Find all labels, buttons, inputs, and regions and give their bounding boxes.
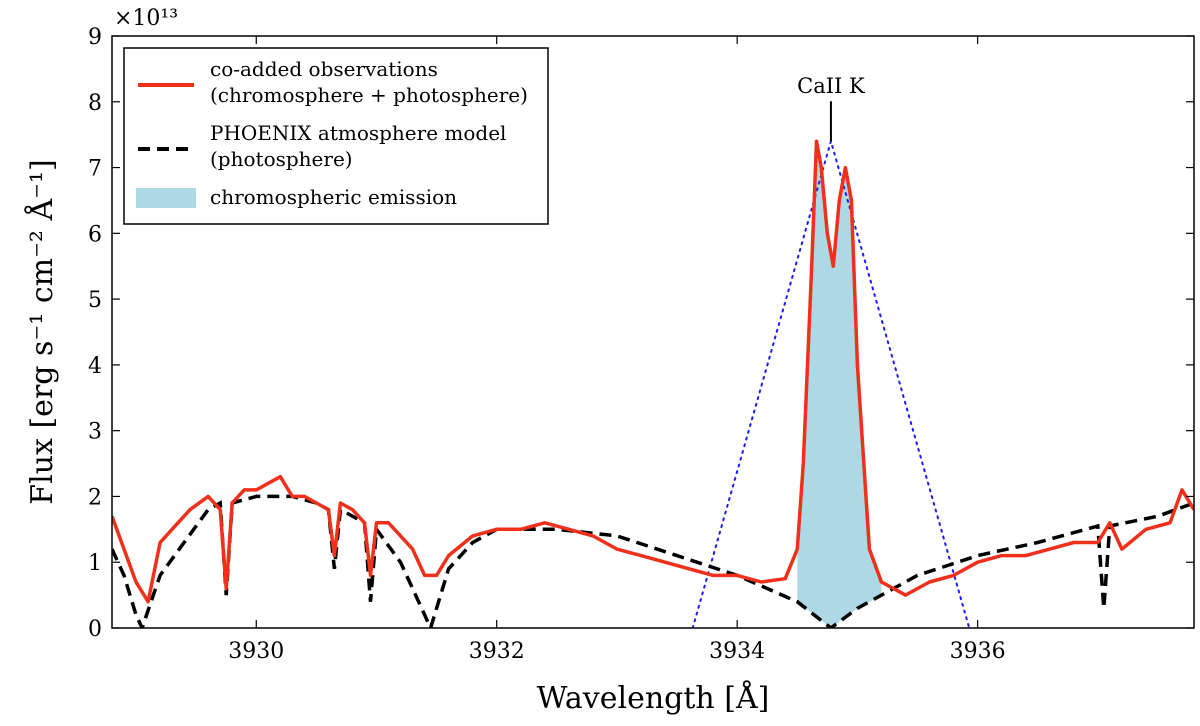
chromospheric-emission-fill [797, 141, 882, 627]
x-tick-label: 3936 [950, 639, 1006, 664]
legend-observations-label: co-added observations (chromosphere + ph… [210, 57, 528, 107]
legend-model-line2: (photosphere) [210, 147, 353, 171]
legend-observations-line1: co-added observations [210, 57, 438, 81]
legend-observations-line2: (chromosphere + photosphere) [210, 83, 528, 107]
legend-model-label: PHOENIX atmosphere model (photosphere) [210, 121, 513, 171]
phoenix-model-line [112, 494, 1194, 628]
y-tick-label: 9 [88, 25, 102, 50]
x-axis-title: Wavelength [Å] [537, 680, 770, 716]
y-tick-label: 8 [88, 91, 102, 116]
axes-frame [111, 35, 1195, 629]
axis-ticks: 3930 3932 3934 3936 0 1 2 3 4 5 6 7 8 9 [88, 25, 1194, 664]
y-tick-label: 1 [88, 551, 102, 576]
plot-area [112, 137, 1194, 628]
x-tick-label: 3930 [228, 639, 284, 664]
legend: co-added observations (chromosphere + ph… [123, 47, 549, 225]
legend-emission-label: chromospheric emission [210, 185, 457, 209]
y-tick-label: 2 [88, 485, 102, 510]
y-tick-label: 0 [88, 617, 102, 642]
y-tick-label: 7 [88, 157, 102, 182]
caii-k-label: CaII K [797, 74, 865, 98]
y-tick-label: 4 [88, 354, 102, 379]
y-tick-label: 5 [88, 288, 102, 313]
legend-emission-swatch [136, 188, 196, 208]
legend-model-line1: PHOENIX atmosphere model [210, 121, 506, 145]
y-tick-label: 3 [88, 420, 102, 445]
x-tick-label: 3934 [709, 639, 765, 664]
observations-line [112, 139, 1194, 604]
y-axis-title: Flux [erg s⁻¹ cm⁻² Å⁻¹] [24, 159, 60, 504]
x-tick-label: 3932 [469, 639, 525, 664]
y-tick-label: 6 [88, 222, 102, 247]
y-multiplier: ×10¹³ [114, 6, 178, 31]
